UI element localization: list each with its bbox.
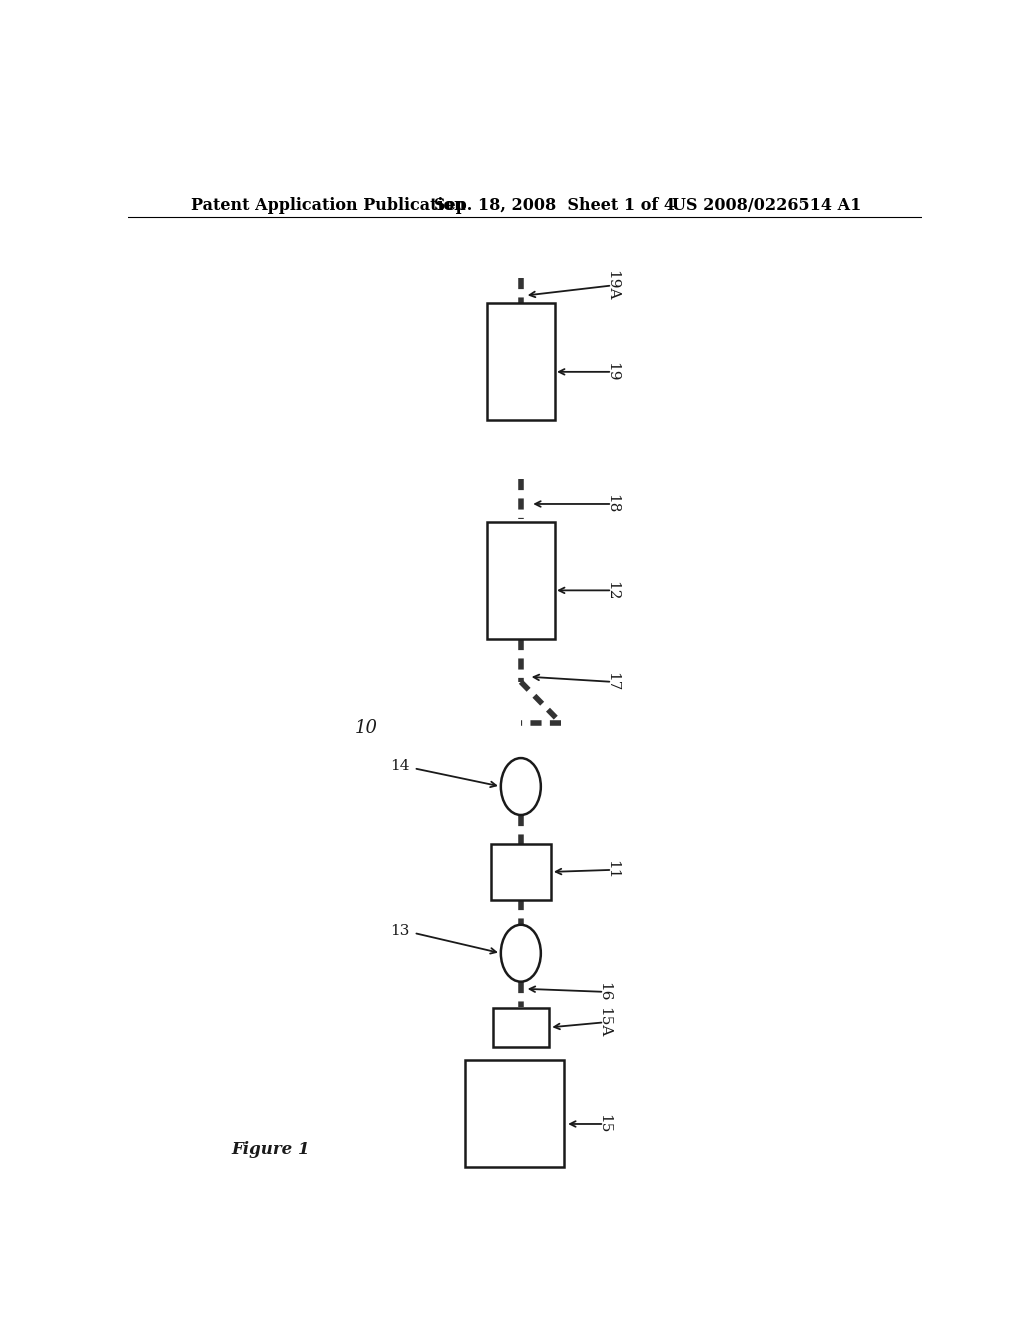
Text: 19: 19 xyxy=(605,362,620,381)
Ellipse shape xyxy=(501,925,541,982)
Text: 17: 17 xyxy=(605,672,620,692)
Text: 15A: 15A xyxy=(597,1007,611,1038)
Text: Sep. 18, 2008  Sheet 1 of 4: Sep. 18, 2008 Sheet 1 of 4 xyxy=(433,197,675,214)
Text: US 2008/0226514 A1: US 2008/0226514 A1 xyxy=(672,197,861,214)
Bar xyxy=(465,1060,564,1167)
Text: 11: 11 xyxy=(605,861,620,879)
Text: 16: 16 xyxy=(597,982,611,1002)
Text: 19A: 19A xyxy=(605,271,620,301)
Text: Figure 1: Figure 1 xyxy=(231,1140,310,1158)
Ellipse shape xyxy=(501,758,541,814)
Text: 18: 18 xyxy=(605,494,620,513)
Text: Patent Application Publication: Patent Application Publication xyxy=(191,197,466,214)
Text: 14: 14 xyxy=(390,759,410,774)
Bar xyxy=(494,1008,549,1047)
Text: 15: 15 xyxy=(597,1114,611,1134)
Bar xyxy=(487,521,555,639)
Text: 13: 13 xyxy=(390,924,410,939)
Bar xyxy=(487,304,555,420)
Text: 10: 10 xyxy=(354,718,378,737)
Bar xyxy=(492,843,551,900)
Text: 12: 12 xyxy=(605,581,620,601)
